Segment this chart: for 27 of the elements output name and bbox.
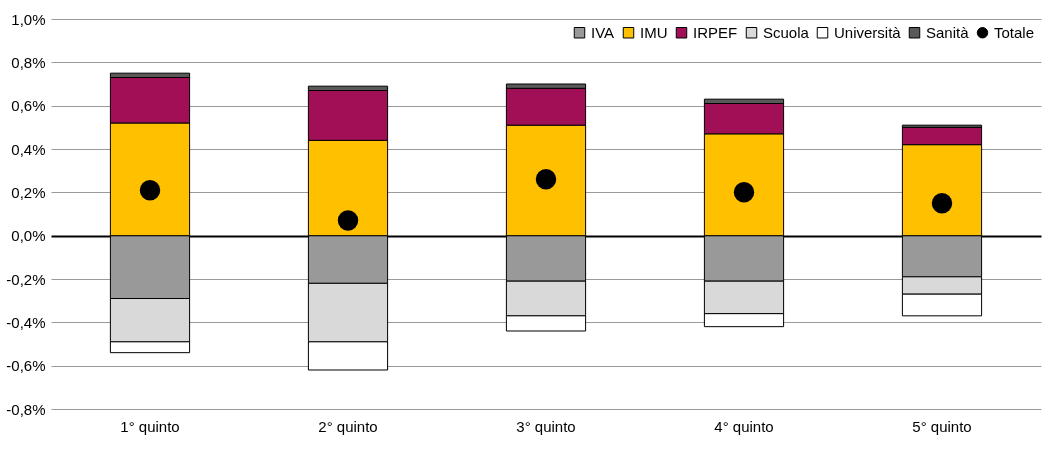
legend-label: IRPEF <box>693 23 738 41</box>
y-tick-label: 0,0% <box>11 227 46 245</box>
y-tick-label: 1,0% <box>11 10 46 28</box>
x-tick-label: 3° quinto <box>516 417 576 435</box>
legend-label: IMU <box>640 23 668 41</box>
y-tick-label: 0,2% <box>11 183 46 201</box>
y-tick-label: -0,4% <box>6 313 46 331</box>
point <box>139 179 161 201</box>
legend-label: Totale <box>994 23 1035 41</box>
legend-label: IVA <box>591 23 615 41</box>
legend-label: Sanità <box>926 23 970 41</box>
y-tick-label: -0,2% <box>6 270 46 288</box>
point <box>337 210 359 231</box>
y-tick-label: 0,4% <box>11 140 46 158</box>
y-tick-label: -0,8% <box>6 400 46 418</box>
point <box>535 169 557 190</box>
x-tick-label: 4° quinto <box>714 417 774 435</box>
y-tick-label: -0,6% <box>6 357 46 375</box>
legend-label: Scuola <box>763 23 810 41</box>
legend-label: Università <box>834 23 902 41</box>
x-tick-label: 2° quinto <box>318 417 378 435</box>
point <box>931 192 953 214</box>
x-tick-label: 1° quinto <box>120 417 180 435</box>
point <box>733 182 755 203</box>
x-tick-label: 5° quinto <box>912 417 972 435</box>
y-tick-label: 0,8% <box>11 53 46 71</box>
y-tick-label: 0,6% <box>11 97 46 115</box>
